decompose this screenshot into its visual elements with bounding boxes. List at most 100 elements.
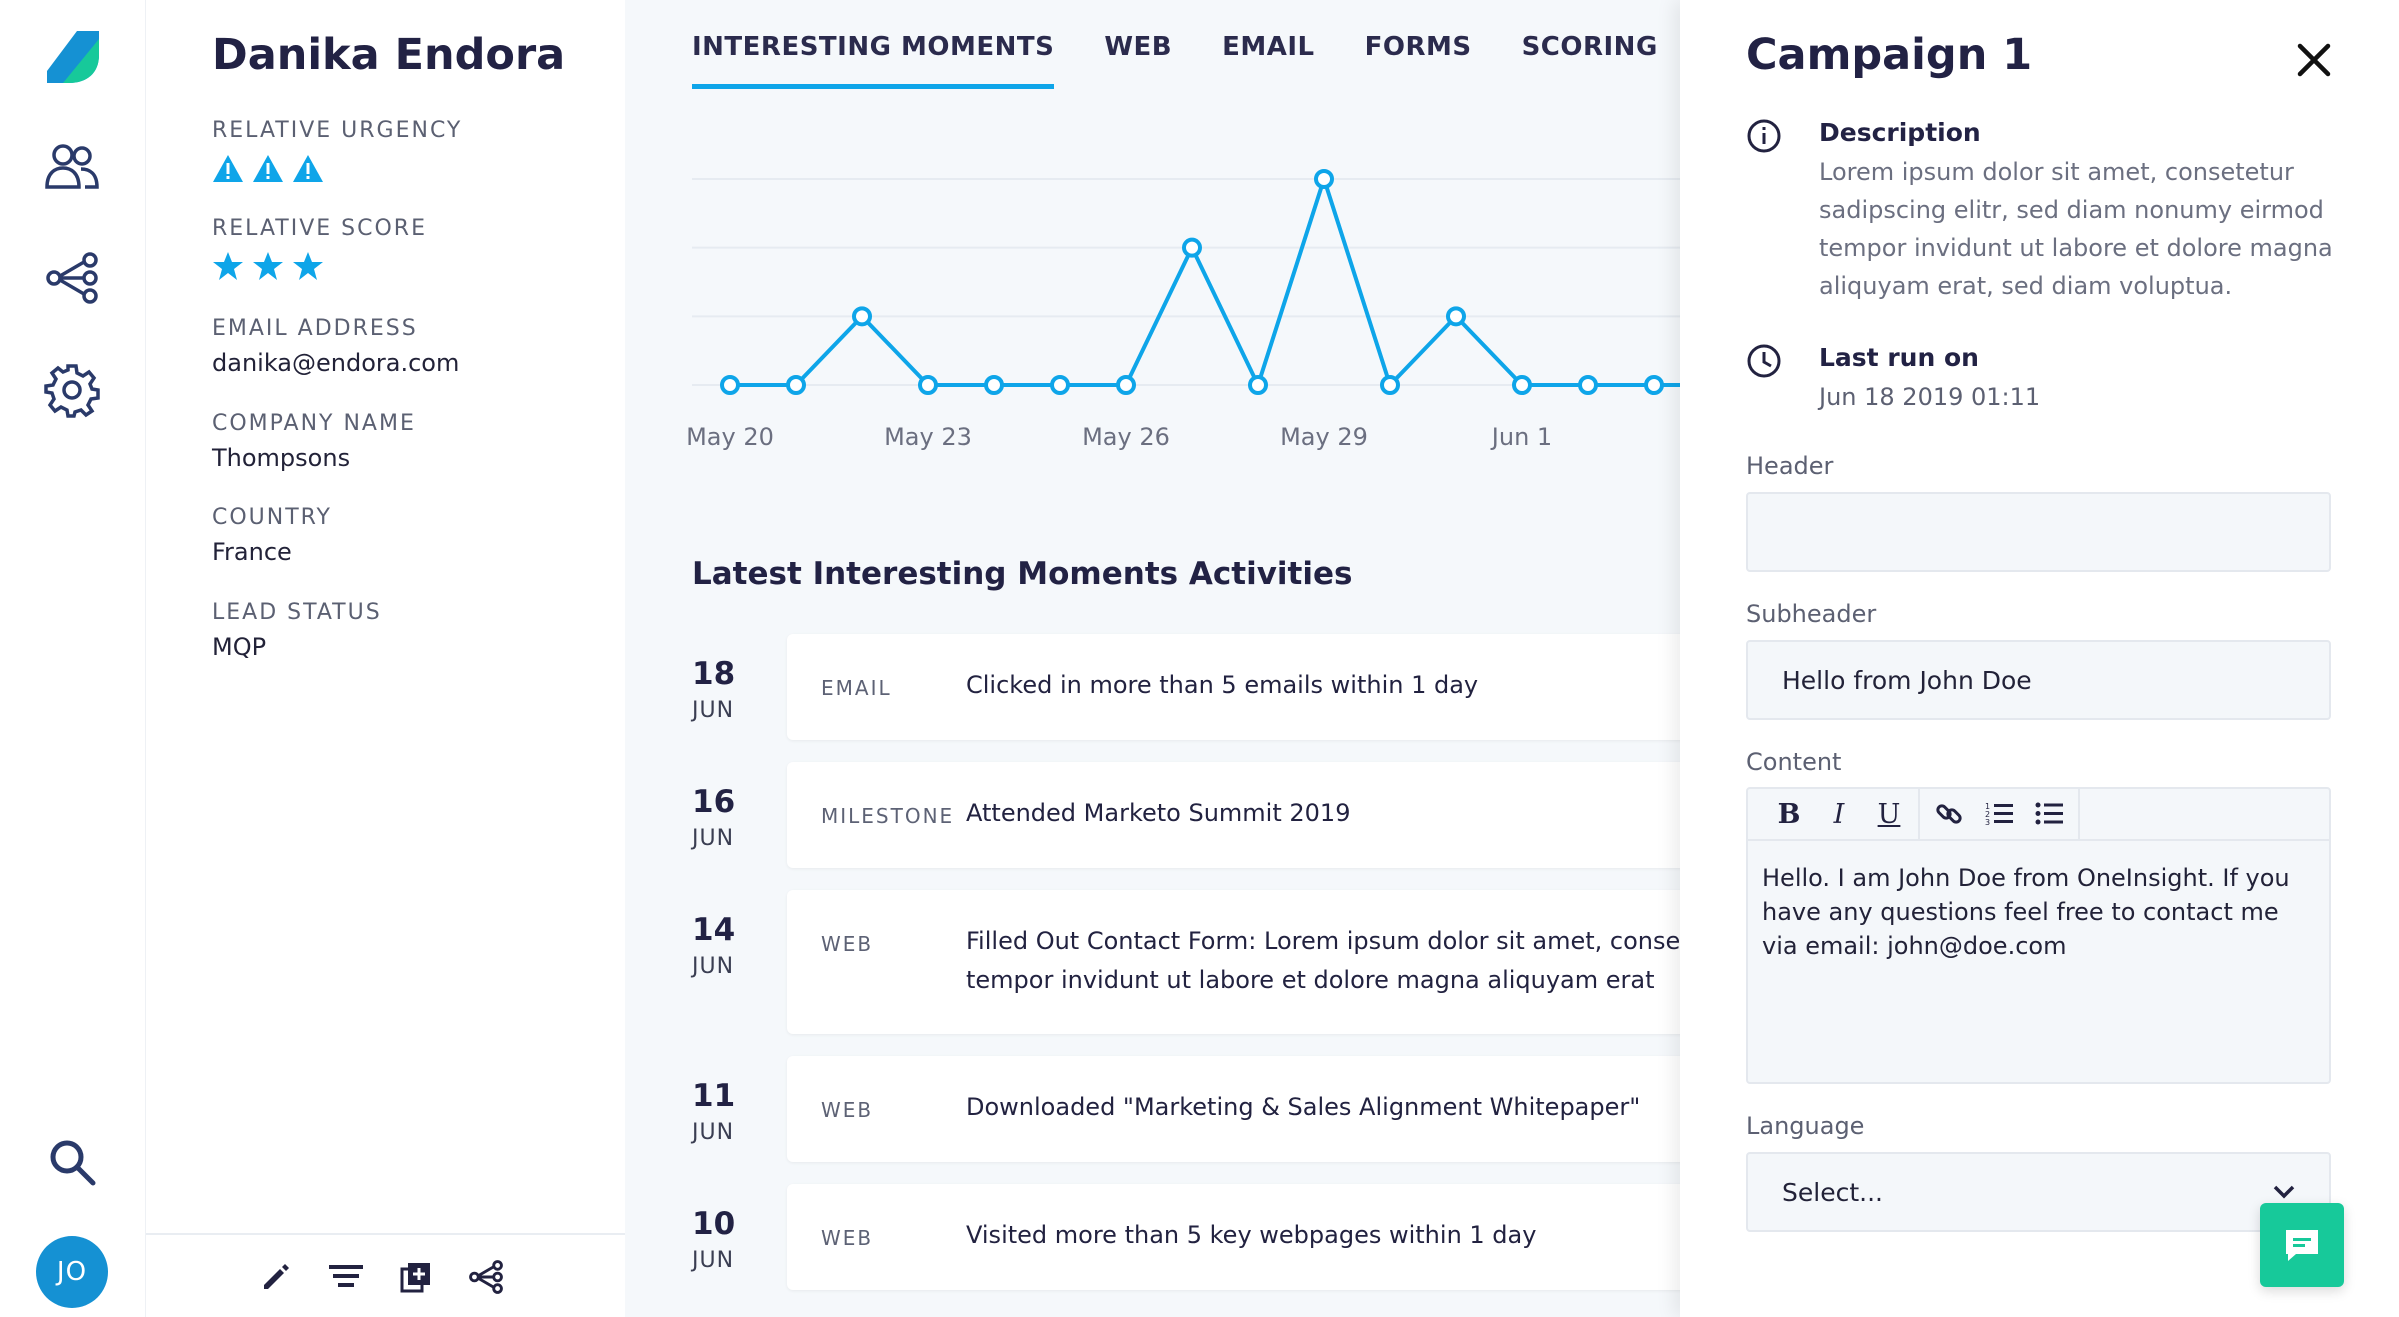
panel-title: Campaign 1 xyxy=(1746,30,2033,80)
italic-button[interactable]: I xyxy=(1833,798,1845,830)
description-label: Description xyxy=(1819,118,1981,147)
tab-web[interactable]: WEB xyxy=(1104,32,1173,62)
activity-text: Visited more than 5 key webpages within … xyxy=(966,1221,1537,1249)
score-field: RELATIVE SCORE xyxy=(212,216,427,281)
chart-point[interactable] xyxy=(1380,375,1400,395)
chart-point[interactable] xyxy=(1182,237,1202,258)
close-icon[interactable] xyxy=(2290,36,2338,84)
lead-name: Danika Endora xyxy=(212,30,566,80)
chart-series-line xyxy=(730,177,1680,387)
share-icon[interactable] xyxy=(38,244,106,312)
country-field: COUNTRY France xyxy=(212,505,332,566)
activity-card[interactable]: EMAIL Clicked in more than 5 emails with… xyxy=(787,634,1680,740)
subheader-input[interactable]: Hello from John Doe xyxy=(1746,640,2331,720)
user-avatar[interactable]: JO xyxy=(36,1236,108,1308)
activity-text: Attended Marketo Summit 2019 xyxy=(966,799,1351,827)
toolbar-divider xyxy=(1918,788,1920,840)
underline-button[interactable]: U xyxy=(1877,798,1901,830)
activity-type: EMAIL xyxy=(821,676,892,700)
email-value[interactable]: danika@endora.com xyxy=(212,349,460,377)
add-note-icon[interactable] xyxy=(396,1257,436,1297)
chart-point[interactable] xyxy=(1248,375,1268,395)
star-icon xyxy=(213,252,243,280)
warning-icon xyxy=(213,155,243,182)
chart-point[interactable] xyxy=(1644,375,1664,395)
bullet-list-icon[interactable] xyxy=(2024,789,2074,839)
description-text: Lorem ipsum dolor sit amet, consetetur s… xyxy=(1819,158,2333,300)
clock-icon xyxy=(1747,344,1781,378)
star-icon xyxy=(253,252,283,280)
warning-icon xyxy=(293,155,323,182)
lead-status-field: LEAD STATUS MQP xyxy=(212,600,382,661)
subheader-label: Subheader xyxy=(1746,600,1877,628)
activities-title: Latest Interesting Moments Activities xyxy=(692,556,1353,592)
tab-scoring[interactable]: SCORING xyxy=(1521,32,1658,62)
lead-status-value: MQP xyxy=(212,633,267,661)
chart-point[interactable] xyxy=(1314,169,1334,189)
chart-point[interactable] xyxy=(918,375,938,395)
chart-point[interactable] xyxy=(1116,375,1136,395)
urgency-indicator xyxy=(212,153,462,183)
activity-month: JUN xyxy=(692,698,735,723)
chart-point[interactable] xyxy=(852,306,872,327)
activity-type: WEB xyxy=(821,1098,874,1122)
activity-type: MILESTONE xyxy=(821,804,955,828)
bold-button[interactable]: B xyxy=(1777,798,1801,830)
chart-point[interactable] xyxy=(1512,375,1532,395)
chart-x-tick-label: May 26 xyxy=(1082,423,1170,451)
urgency-label: RELATIVE URGENCY xyxy=(212,118,463,143)
link-icon[interactable] xyxy=(1924,789,1974,839)
content-label: Content xyxy=(1746,748,1842,776)
activity-type: WEB xyxy=(821,1226,874,1250)
chart-point[interactable] xyxy=(1050,375,1070,395)
chat-bubble-icon xyxy=(2286,1230,2318,1261)
company-field: COMPANY NAME Thompsons xyxy=(212,411,416,472)
chart-point[interactable] xyxy=(1578,375,1598,395)
activity-month: JUN xyxy=(692,1120,735,1145)
activity-month: JUN xyxy=(692,826,735,851)
share-small-icon[interactable] xyxy=(466,1257,506,1297)
language-select[interactable]: Select... xyxy=(1746,1152,2331,1232)
header-label: Header xyxy=(1746,452,1834,480)
chart-x-tick-label: May 29 xyxy=(1280,423,1368,451)
chart-point[interactable] xyxy=(1446,306,1466,327)
nav-rail: JO xyxy=(0,0,145,1317)
last-run-label: Last run on xyxy=(1819,343,1979,372)
score-label: RELATIVE SCORE xyxy=(212,216,427,241)
chart-point[interactable] xyxy=(720,375,740,395)
activity-text-line-1: Filled Out Contact Form: Lorem ipsum dol… xyxy=(966,927,1680,955)
last-run-value: Jun 18 2019 01:11 xyxy=(1819,383,2041,411)
email-label: EMAIL ADDRESS xyxy=(212,316,418,341)
users-icon[interactable] xyxy=(38,132,106,200)
activity-card[interactable]: WEB Filled Out Contact Form: Lorem ipsum… xyxy=(787,890,1680,1034)
settings-gear-icon[interactable] xyxy=(38,356,106,424)
company-label: COMPANY NAME xyxy=(212,411,416,436)
app-logo-icon[interactable] xyxy=(38,22,106,90)
chart-point[interactable] xyxy=(786,375,806,395)
activity-card[interactable]: WEB Visited more than 5 key webpages wit… xyxy=(787,1184,1680,1290)
edit-pencil-icon[interactable] xyxy=(256,1257,296,1297)
activity-day: 11 xyxy=(692,1078,736,1114)
campaign-panel: Campaign 1 Description Lorem ipsum dolor… xyxy=(1680,0,2399,1317)
svg-text:2: 2 xyxy=(1985,810,1990,819)
chart-point[interactable] xyxy=(984,375,1004,395)
activity-card[interactable]: WEB Downloaded "Marketing & Sales Alignm… xyxy=(787,1056,1680,1162)
header-input[interactable] xyxy=(1746,492,2331,572)
tab-bar: INTERESTING MOMENTS WEB EMAIL FORMS SCOR… xyxy=(692,32,1658,89)
language-select-value: Select... xyxy=(1782,1177,1883,1207)
country-label: COUNTRY xyxy=(212,505,332,530)
activity-day: 16 xyxy=(692,784,736,820)
content-text[interactable]: Hello. I am John Doe from OneInsight. If… xyxy=(1762,864,2290,960)
filter-list-icon[interactable] xyxy=(326,1257,366,1297)
profile-actions xyxy=(146,1233,626,1317)
tab-forms[interactable]: FORMS xyxy=(1364,32,1472,62)
tab-email[interactable]: EMAIL xyxy=(1222,32,1315,62)
tab-interesting-moments[interactable]: INTERESTING MOMENTS xyxy=(692,32,1055,89)
activity-card[interactable]: MILESTONE Attended Marketo Summit 2019 xyxy=(787,762,1680,868)
main-content: INTERESTING MOMENTS WEB EMAIL FORMS SCOR… xyxy=(625,0,1680,1317)
chat-button[interactable] xyxy=(2260,1203,2344,1287)
search-icon[interactable] xyxy=(38,1128,106,1196)
chart-x-tick-label: Jun 1 xyxy=(1490,423,1552,451)
